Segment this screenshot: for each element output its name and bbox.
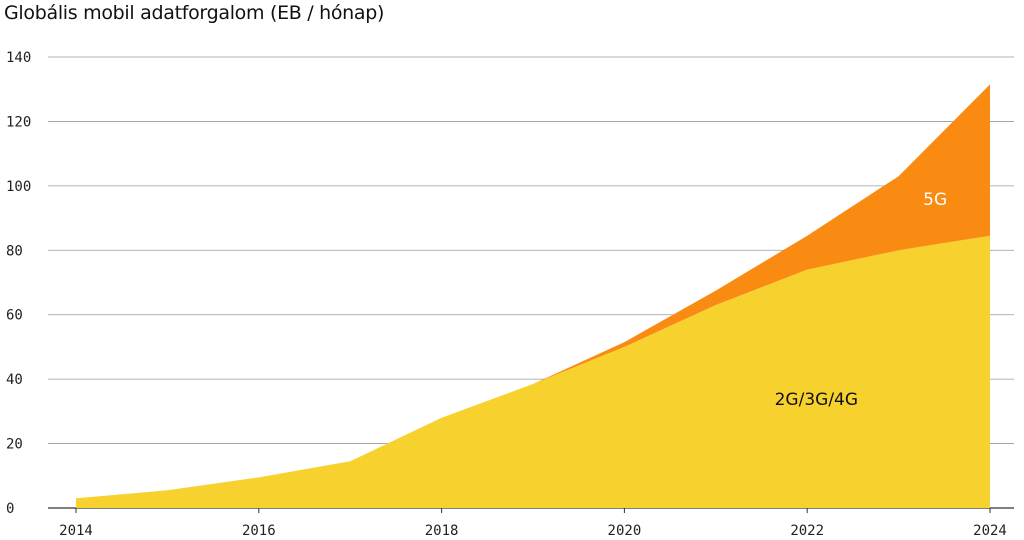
y-tick-label: 80 xyxy=(6,243,23,259)
series-label: 2G/3G/4G xyxy=(775,390,858,410)
x-tick-label: 2016 xyxy=(242,523,276,539)
x-tick-label: 2024 xyxy=(973,523,1007,539)
area-series-2g-3g-4g xyxy=(76,235,990,509)
series-label: 5G xyxy=(923,190,947,210)
x-tick-label: 2020 xyxy=(608,523,642,539)
y-axis-ticks: 0 20 40 60 80 100 120 140 xyxy=(6,50,31,517)
chart-title: Globális mobil adatforgalom (EB / hónap) xyxy=(4,2,385,24)
y-tick-label: 40 xyxy=(6,372,23,388)
x-axis-ticks: 2014 2016 2018 2020 2022 2024 xyxy=(59,508,1007,539)
y-tick-label: 20 xyxy=(6,437,23,453)
series-labels: 2G/3G/4G 5G xyxy=(775,190,948,410)
y-tick-label: 120 xyxy=(6,114,31,130)
y-tick-label: 140 xyxy=(6,50,31,66)
stacked-areas xyxy=(76,84,990,509)
x-tick-label: 2018 xyxy=(425,523,459,539)
x-tick-label: 2022 xyxy=(790,523,824,539)
y-tick-label: 0 xyxy=(6,501,14,517)
x-tick-label: 2014 xyxy=(59,523,93,539)
y-tick-label: 100 xyxy=(6,179,31,195)
y-tick-label: 60 xyxy=(6,308,23,324)
